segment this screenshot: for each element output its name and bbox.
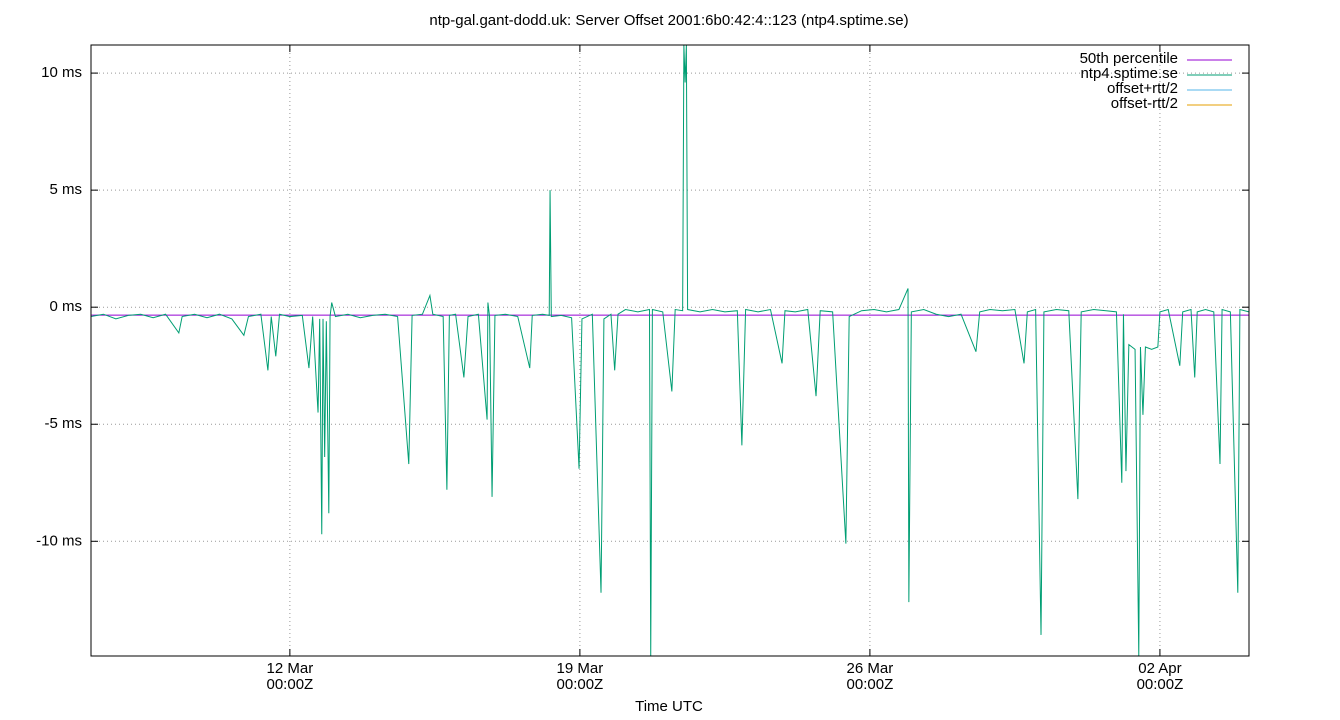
legend-label: offset-rtt/2 (1111, 95, 1178, 112)
legend: 50th percentilentp4.sptime.seoffset+rtt/… (1080, 50, 1232, 112)
x-tick-label: 26 Mar 00:00Z (846, 660, 894, 693)
y-tick-label: 10 ms (41, 64, 82, 81)
y-tick-label: 0 ms (49, 298, 82, 315)
x-axis-label: Time UTC (635, 698, 703, 715)
series-line (91, 45, 1249, 656)
legend-label: 50th percentile (1080, 50, 1178, 67)
x-tick-label: 19 Mar 00:00Z (556, 660, 604, 693)
plot-lines (91, 45, 1249, 656)
plot-frame (90, 44, 1250, 657)
y-tick-label: 5 ms (49, 181, 82, 198)
legend-label: ntp4.sptime.se (1080, 65, 1178, 82)
x-tick-label: 02 Apr 00:00Z (1136, 660, 1184, 693)
y-tick-label: -5 ms (45, 415, 83, 432)
legend-label: offset+rtt/2 (1107, 80, 1178, 97)
x-tick-label: 12 Mar 00:00Z (266, 660, 314, 693)
y-tick-label: -10 ms (36, 532, 82, 549)
chart-title: ntp-gal.gant-dodd.uk: Server Offset 2001… (429, 12, 908, 29)
grid: -10 ms -5 ms 0 ms 5 ms 10 ms (36, 45, 1249, 656)
